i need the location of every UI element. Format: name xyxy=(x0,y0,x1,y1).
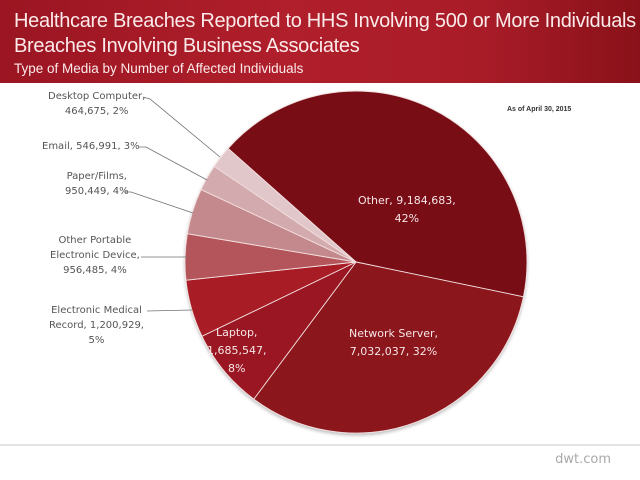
pie-slice-desktop-computer xyxy=(213,147,357,263)
label-email: Email, 546,991, 3% xyxy=(42,139,140,154)
leader-line-paper xyxy=(124,191,194,214)
chart-subtitle: Type of Media by Number of Affected Indi… xyxy=(14,61,304,76)
label-line: Desktop Computer, xyxy=(48,91,146,102)
leader-line-desktop xyxy=(142,96,221,158)
label-line: 7,032,037, 32% xyxy=(349,345,438,358)
label-laptop: Laptop, 1,685,547, 8% xyxy=(207,324,266,378)
pie-slice-other xyxy=(227,90,528,298)
label-network-server: Network Server, 7,032,037, 32% xyxy=(349,325,438,361)
label-line: 1,685,547, xyxy=(207,344,267,357)
label-line: 956,485, 4% xyxy=(63,265,127,276)
label-line: 42% xyxy=(394,212,420,225)
title-banner: Healthcare Breaches Reported to HHS Invo… xyxy=(0,0,640,83)
label-line: Paper/Films, xyxy=(66,171,127,182)
label-line: Electronic Medical xyxy=(51,305,142,316)
pie-slice-network-server xyxy=(253,261,524,434)
as-of-date: As of April 30, 2015 xyxy=(507,106,572,113)
label-line: 8% xyxy=(228,362,246,375)
label-line: Record, 1,200,929, xyxy=(49,320,144,331)
label-line: 950,449, 4% xyxy=(65,186,129,197)
leader-line-email xyxy=(139,146,208,181)
chart-title-line2: Breaches Involving Business Associates xyxy=(14,35,360,57)
label-line: Other, 9,184,683, xyxy=(358,194,456,207)
chart-title: Healthcare Breaches Reported to HHS Invo… xyxy=(14,10,636,32)
leader-lines xyxy=(124,96,221,312)
footer-brand: dwt.com xyxy=(555,452,611,467)
label-desktop-computer: Desktop Computer, 464,675, 2% xyxy=(48,89,145,119)
label-other: Other, 9,184,683, 42% xyxy=(358,192,456,228)
leader-line-emr xyxy=(146,309,193,312)
label-line: Network Server, xyxy=(349,327,438,340)
pie-slices xyxy=(184,90,528,434)
label-line: Laptop, xyxy=(216,326,258,339)
label-line: Other Portable xyxy=(58,235,132,246)
label-line: 464,675, 2% xyxy=(64,106,129,117)
label-line: Email, 546,991, 3% xyxy=(42,141,140,152)
label-other-portable-electronic-device: Other Portable Electronic Device, 956,48… xyxy=(50,233,140,278)
label-paper-films: Paper/Films, 950,449, 4% xyxy=(65,169,129,199)
footer-divider xyxy=(0,444,640,446)
label-electronic-medical-record: Electronic Medical Record, 1,200,929, 5% xyxy=(49,303,144,348)
label-line: Electronic Device, xyxy=(50,250,140,261)
label-line: 5% xyxy=(88,335,105,346)
